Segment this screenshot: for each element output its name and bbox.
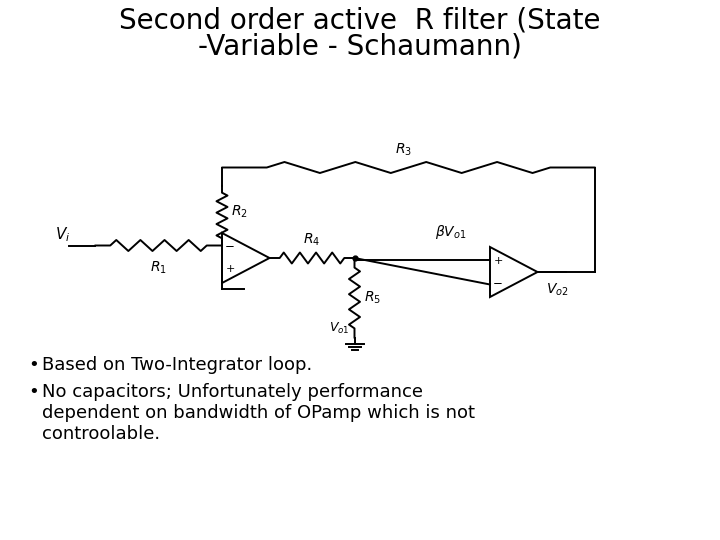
Text: $R_5$: $R_5$ [364, 290, 381, 306]
Text: $\beta V_{o1}$: $\beta V_{o1}$ [435, 223, 467, 241]
Text: $R_3$: $R_3$ [395, 141, 412, 158]
Text: dependent on bandwidth of OPamp which is not: dependent on bandwidth of OPamp which is… [42, 404, 475, 422]
Text: $R_1$: $R_1$ [150, 260, 167, 276]
Text: controolable.: controolable. [42, 425, 160, 443]
Text: $V_{o1}$: $V_{o1}$ [329, 320, 349, 335]
Text: −: − [493, 277, 503, 290]
Text: No capacitors; Unfortunately performance: No capacitors; Unfortunately performance [42, 383, 423, 401]
Text: +: + [493, 255, 503, 266]
Text: •: • [28, 383, 39, 401]
Text: $R_2$: $R_2$ [231, 203, 248, 220]
Text: Based on Two-Integrator loop.: Based on Two-Integrator loop. [42, 356, 312, 374]
Text: $V_{o2}$: $V_{o2}$ [546, 282, 568, 299]
Text: −: − [225, 240, 235, 253]
Text: $V_i$: $V_i$ [55, 225, 71, 244]
Text: $R_4$: $R_4$ [303, 232, 320, 248]
Text: •: • [28, 356, 39, 374]
Text: -Variable - Schaumann): -Variable - Schaumann) [198, 32, 522, 60]
Text: +: + [225, 265, 235, 274]
Text: Second order active  R filter (State: Second order active R filter (State [120, 7, 600, 35]
